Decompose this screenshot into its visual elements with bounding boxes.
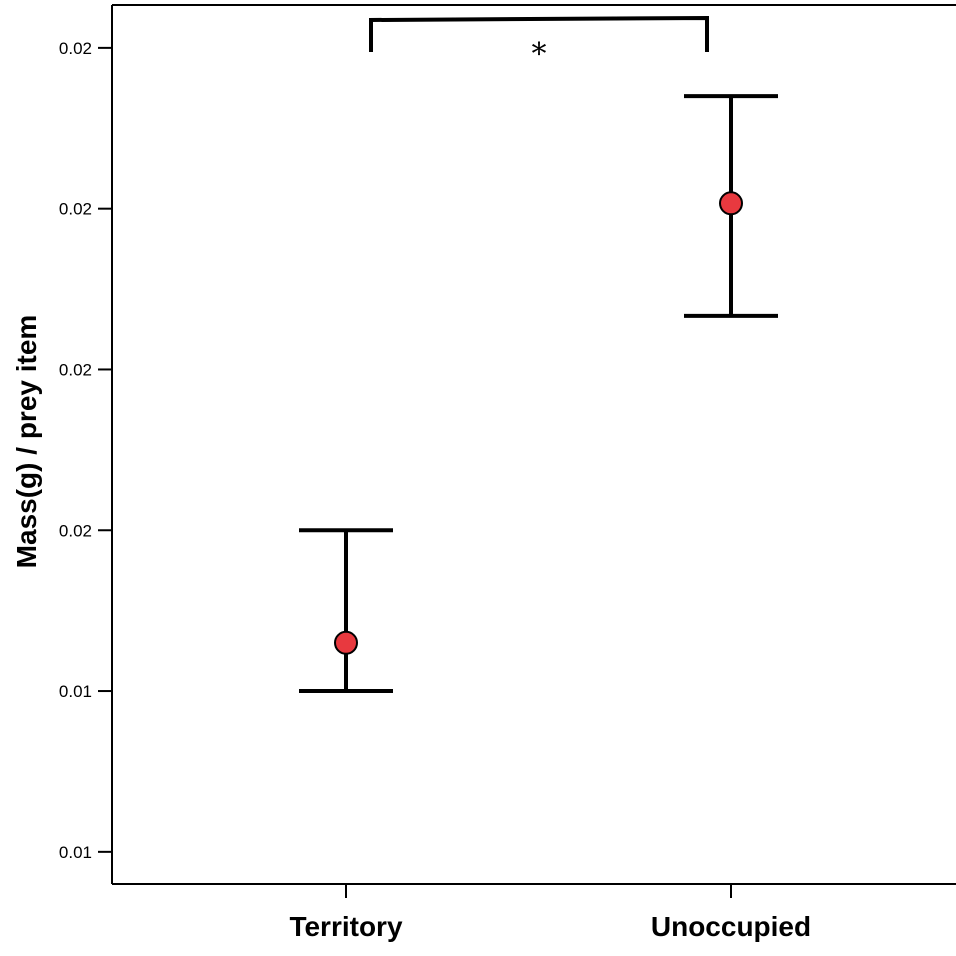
mean-point bbox=[719, 191, 743, 216]
significance-annotation: * bbox=[369, 15, 709, 72]
y-tick-label: 0.02 bbox=[59, 521, 92, 540]
y-ticks: 0.01 0.01 0.02 0.02 0.02 0.02 bbox=[59, 39, 112, 862]
significance-star: * bbox=[532, 37, 547, 72]
y-tick-label: 0.01 bbox=[59, 843, 92, 862]
y-tick-label: 0.02 bbox=[59, 39, 92, 58]
axes bbox=[111, 4, 956, 885]
y-tick-label: 0.02 bbox=[59, 200, 92, 219]
y-axis-title: Mass(g) / prey item bbox=[11, 315, 42, 569]
x-ticks: Territory Unoccupied bbox=[289, 884, 811, 942]
y-tick-label: 0.02 bbox=[59, 360, 92, 379]
data-marks bbox=[299, 94, 778, 694]
y-tick-label: 0.01 bbox=[59, 682, 92, 701]
x-tick-label: Territory bbox=[289, 911, 402, 942]
mean-point bbox=[334, 630, 358, 655]
significance-bracket bbox=[369, 15, 709, 52]
x-tick-label: Unoccupied bbox=[651, 911, 811, 942]
